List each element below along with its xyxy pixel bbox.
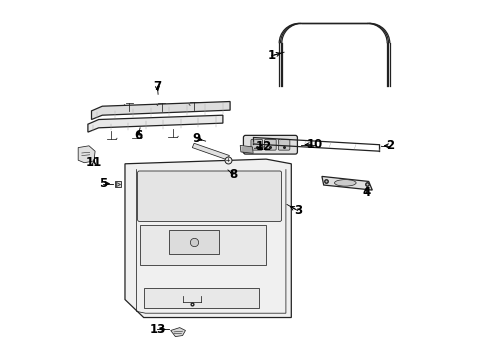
Polygon shape [88,115,223,132]
Polygon shape [140,225,265,265]
Polygon shape [91,102,230,120]
Text: 5: 5 [99,177,107,190]
FancyBboxPatch shape [137,171,281,221]
Text: 4: 4 [361,186,369,199]
Text: 3: 3 [293,204,301,217]
Text: 9: 9 [192,132,201,145]
FancyBboxPatch shape [250,139,262,150]
Text: 12: 12 [256,140,272,153]
Polygon shape [192,143,229,160]
Text: 6: 6 [134,129,142,141]
Text: 8: 8 [228,168,237,181]
FancyBboxPatch shape [264,139,276,150]
Text: 13: 13 [149,323,165,336]
FancyBboxPatch shape [243,135,297,154]
Polygon shape [321,176,371,190]
Text: 7: 7 [153,80,161,93]
Text: 1: 1 [267,49,275,62]
Text: 10: 10 [306,138,322,151]
Ellipse shape [334,180,355,186]
Polygon shape [170,328,185,337]
Text: 2: 2 [386,139,393,152]
Polygon shape [168,230,219,254]
FancyBboxPatch shape [278,139,289,150]
Polygon shape [78,146,95,163]
Polygon shape [143,288,258,308]
Polygon shape [125,159,291,318]
Polygon shape [240,145,253,153]
Text: 11: 11 [86,156,102,169]
